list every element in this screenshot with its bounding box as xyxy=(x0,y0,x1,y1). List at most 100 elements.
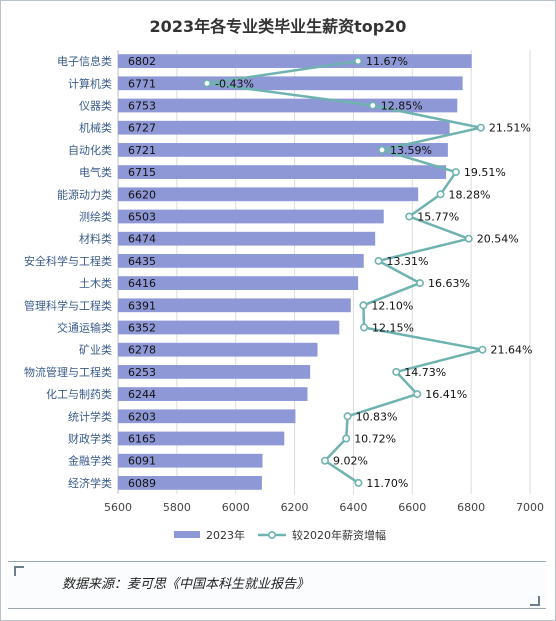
line-point xyxy=(359,301,368,310)
source-box xyxy=(8,561,546,609)
category-label: 矿业类 xyxy=(79,343,112,357)
category-label: 交通运输类 xyxy=(57,321,112,335)
bar xyxy=(118,431,285,446)
line-value-label: 14.73% xyxy=(404,366,446,379)
bar-value-label: 6244 xyxy=(128,388,156,401)
line-value-label: 21.51% xyxy=(489,122,531,135)
line-value-label: 20.54% xyxy=(477,233,519,246)
bar-value-label: 6802 xyxy=(128,55,156,68)
line-point xyxy=(360,323,369,332)
line-series xyxy=(205,59,484,484)
line-value-label: 12.10% xyxy=(371,299,413,312)
bar-value-label: 6089 xyxy=(128,477,156,490)
line-value-label: 10.83% xyxy=(356,410,398,423)
category-label: 财政学类 xyxy=(68,432,112,446)
bar-value-label: 6721 xyxy=(128,144,156,157)
bar-value-label: 6416 xyxy=(128,277,156,290)
x-tick-label: 6600 xyxy=(398,501,426,514)
line-point xyxy=(476,123,485,132)
category-label: 化工与制药类 xyxy=(46,387,112,401)
category-label: 金融学类 xyxy=(68,454,112,468)
corner-decoration xyxy=(530,596,540,606)
bar xyxy=(118,143,448,157)
line-point xyxy=(478,345,487,354)
line-value-label: 13.31% xyxy=(387,255,429,268)
bar-value-label: 6435 xyxy=(128,255,156,268)
chart-title: 2023年各专业类毕业生薪资top20 xyxy=(150,17,407,36)
line-value-label: 11.67% xyxy=(366,55,408,68)
x-tick-label: 6400 xyxy=(339,501,367,514)
bar xyxy=(118,54,472,68)
line-point xyxy=(343,412,352,421)
bar xyxy=(118,187,419,202)
line-point xyxy=(354,57,363,66)
line-value-label: 15.77% xyxy=(417,211,459,224)
category-label: 材料类 xyxy=(79,232,112,246)
bar xyxy=(118,254,364,268)
x-tick-label: 5800 xyxy=(163,501,191,514)
line-point xyxy=(436,190,445,199)
source-text: 数据来源：麦可思《中国本科生就业报告》 xyxy=(62,577,310,592)
category-label: 能源动力类 xyxy=(57,187,112,201)
bar-value-label: 6771 xyxy=(128,77,156,90)
bar-value-label: 6727 xyxy=(128,122,156,135)
bar-value-label: 6620 xyxy=(128,188,156,201)
line-value-label: 9.02% xyxy=(333,455,368,468)
bar-value-label: 6278 xyxy=(128,344,156,357)
line-point xyxy=(405,212,414,221)
line-value-label: 11.70% xyxy=(366,477,408,490)
category-label: 测绘类 xyxy=(79,210,112,224)
category-label: 仪器类 xyxy=(79,99,112,113)
line-value-label: 10.72% xyxy=(354,433,396,446)
bar xyxy=(118,231,376,246)
category-label: 电子信息类 xyxy=(57,54,112,68)
category-label: 计算机类 xyxy=(68,76,112,90)
bar xyxy=(118,476,262,490)
line-value-label: 21.64% xyxy=(490,344,532,357)
line-value-label: 16.41% xyxy=(425,388,467,401)
line-point xyxy=(354,478,363,487)
bar-value-label: 6715 xyxy=(128,166,156,179)
bar xyxy=(118,453,263,468)
legend-swatch-bar xyxy=(174,531,200,538)
bar-value-label: 6474 xyxy=(128,233,156,246)
bar-value-label: 6091 xyxy=(128,455,156,468)
x-tick-label: 6000 xyxy=(222,501,250,514)
line-point xyxy=(451,168,460,177)
line-value-label: 18.28% xyxy=(449,188,491,201)
legend-marker xyxy=(267,530,276,539)
line-point xyxy=(342,434,351,443)
bar xyxy=(118,320,340,335)
line-point xyxy=(374,256,383,265)
legend-label: 2023年 xyxy=(206,528,245,542)
line-value-label: -0.43% xyxy=(215,77,254,90)
line-point xyxy=(378,145,387,154)
line-value-label: 12.15% xyxy=(372,322,414,335)
category-label: 物流管理与工程类 xyxy=(24,365,112,379)
line-point xyxy=(415,279,424,288)
bar-value-label: 6165 xyxy=(128,433,156,446)
category-label: 安全科学与工程类 xyxy=(24,254,112,268)
line-value-label: 12.85% xyxy=(381,100,423,113)
category-label: 经济学类 xyxy=(68,476,112,490)
category-label: 土木类 xyxy=(79,276,112,290)
bar xyxy=(118,165,447,179)
bar xyxy=(118,342,318,357)
line-point xyxy=(392,367,401,376)
line-value-label: 19.51% xyxy=(464,166,506,179)
line-value-label: 16.63% xyxy=(428,277,470,290)
category-label: 管理科学与工程类 xyxy=(24,298,112,312)
bar-value-label: 6503 xyxy=(128,211,156,224)
x-tick-label: 5600 xyxy=(104,501,132,514)
line-point xyxy=(203,79,212,88)
bar xyxy=(118,409,296,424)
line-point xyxy=(368,101,377,110)
bar xyxy=(118,276,359,290)
bar xyxy=(118,76,463,91)
bar-value-label: 6253 xyxy=(128,366,156,379)
bar xyxy=(118,365,311,379)
bar xyxy=(118,209,384,224)
x-tick-label: 6800 xyxy=(457,501,485,514)
corner-decoration xyxy=(14,566,24,576)
